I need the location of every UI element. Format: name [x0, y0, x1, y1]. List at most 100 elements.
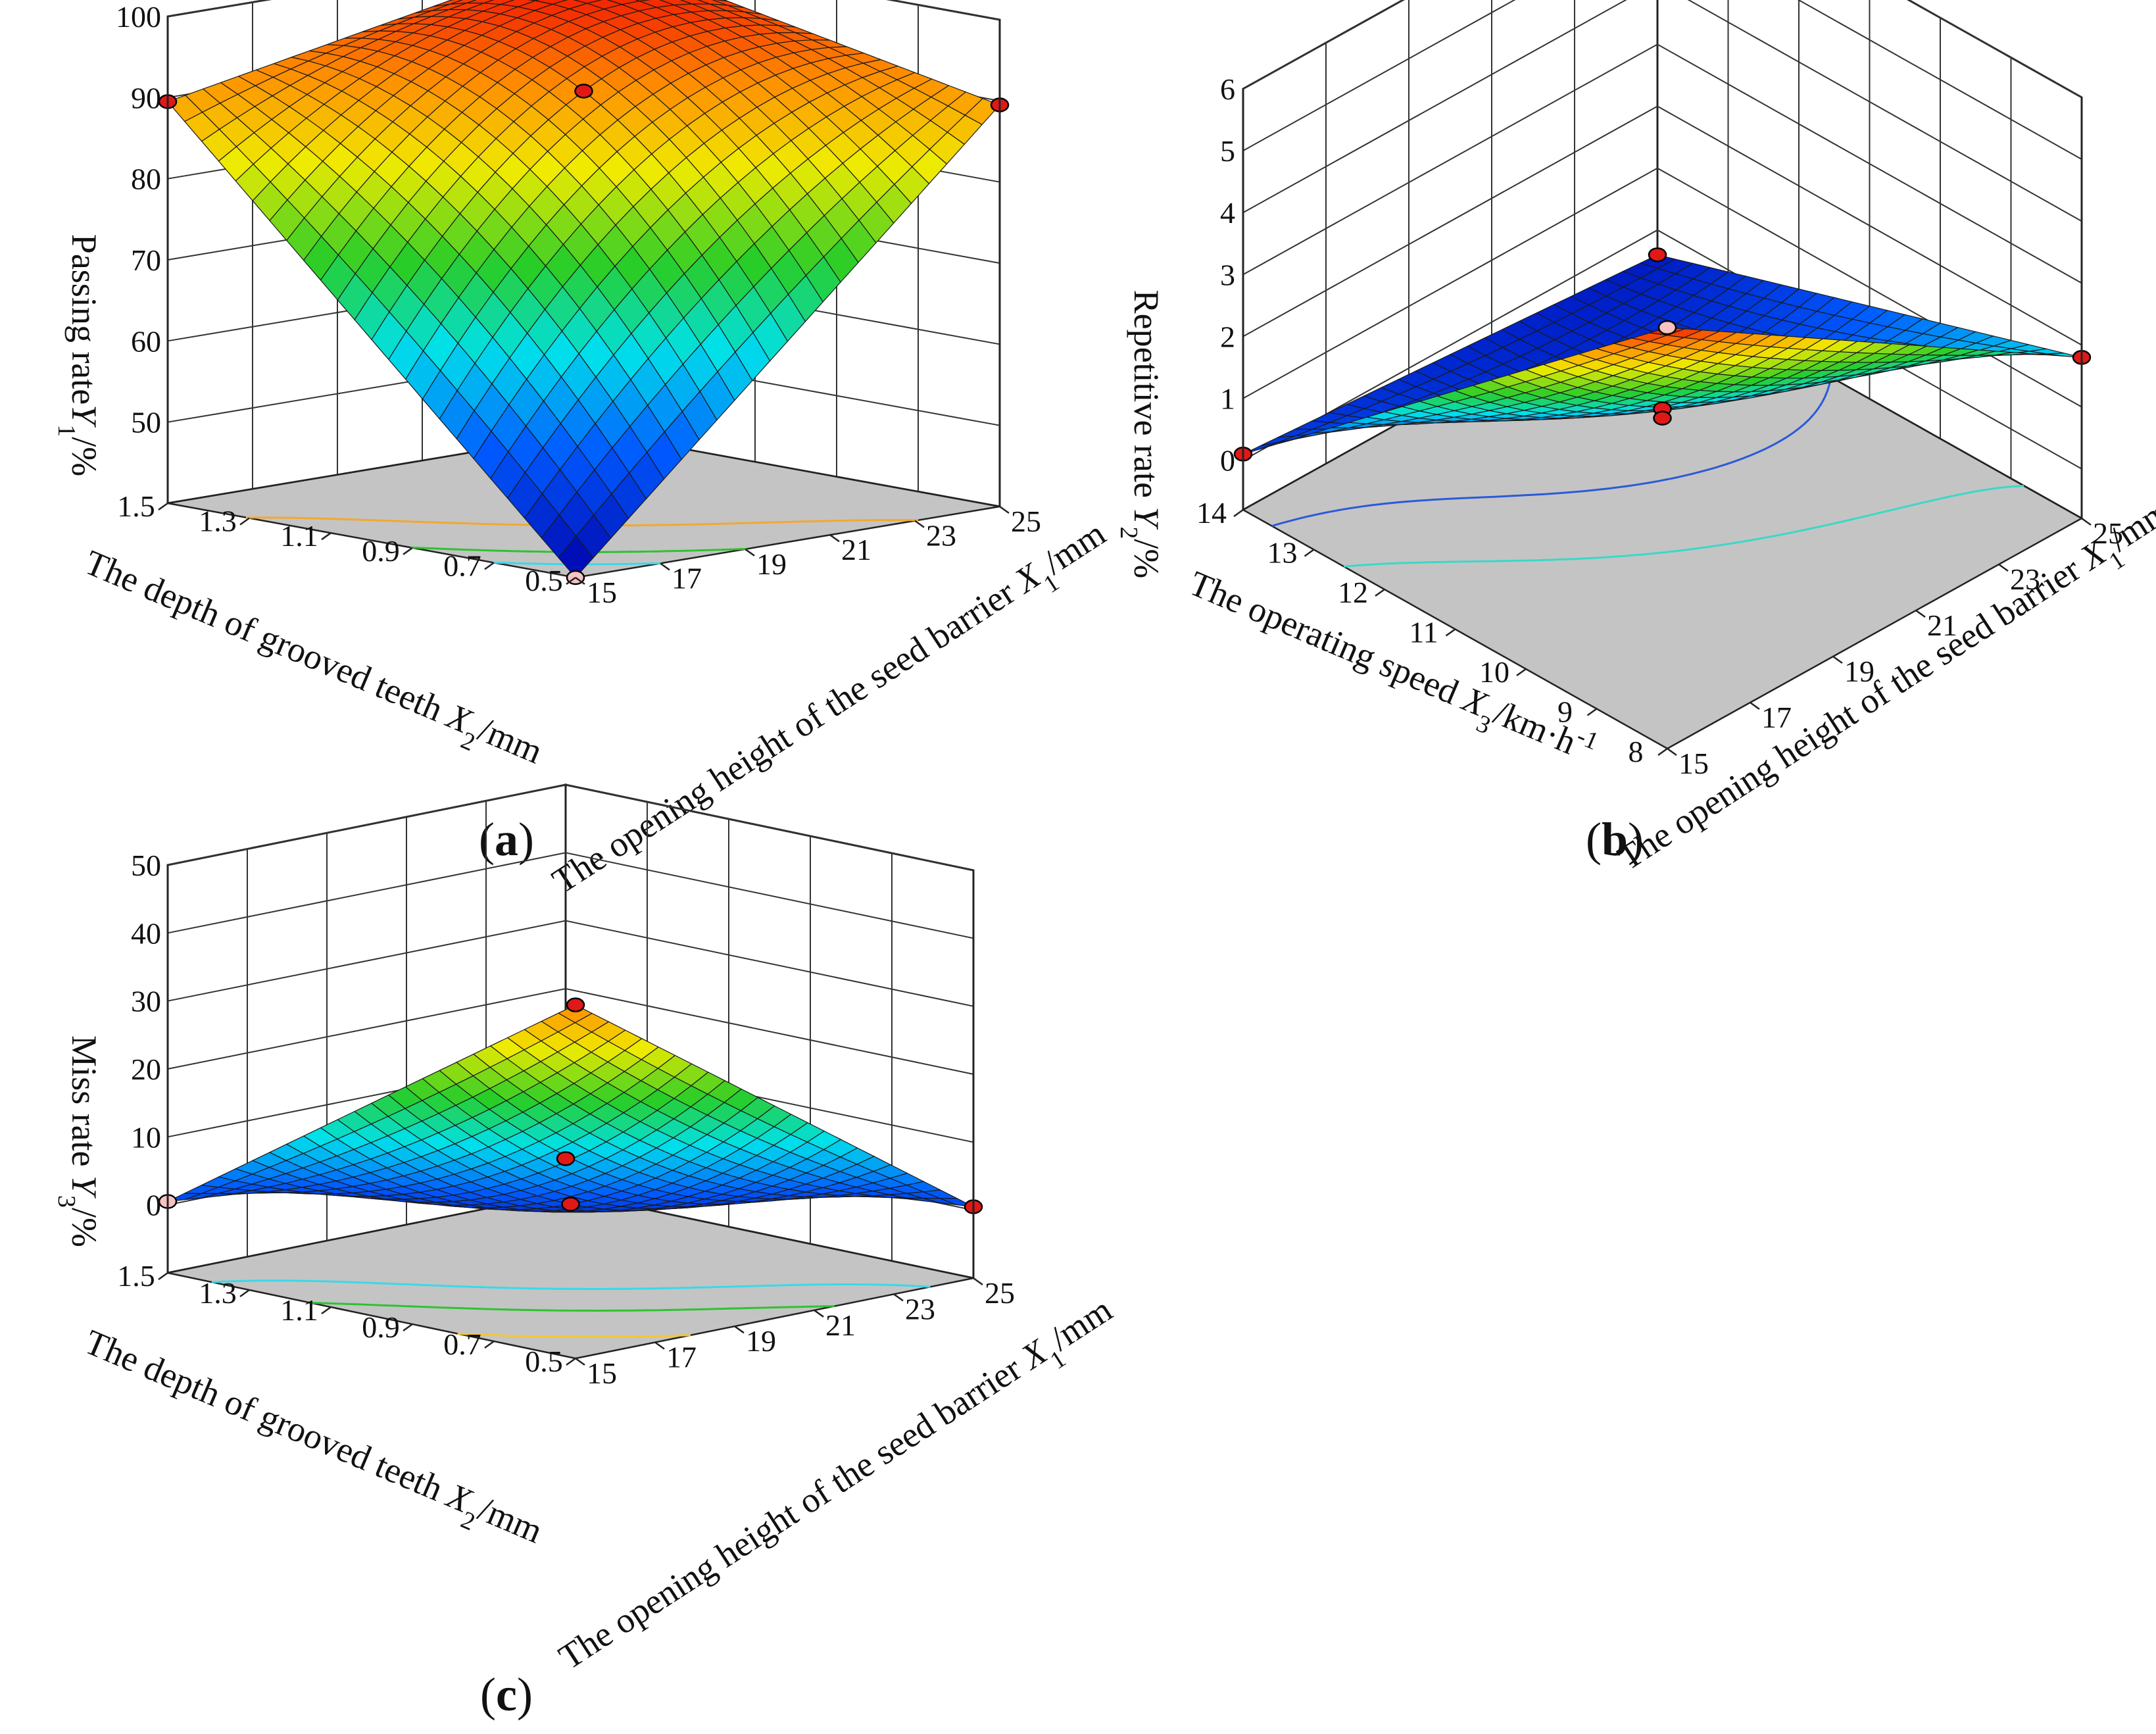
y-tick-mark	[1445, 628, 1456, 637]
floor-contour	[457, 1332, 691, 1338]
x-tick-label: 15	[1678, 747, 1709, 780]
y-tick-label: 12	[1338, 576, 1368, 609]
x-tick-mark	[734, 1325, 745, 1334]
z-tick-label: 1	[1220, 382, 1235, 416]
surface-plot-a: 15 17 19 21 23 25 0.5 0.7 0.9 1.1 1.3 1.5 50 60 70 80 90…	[53, 0, 1119, 910]
x-tick-mark	[914, 520, 925, 528]
x-tick-label: 19	[756, 547, 787, 581]
y-tick-mark	[484, 562, 495, 570]
x-tick-label: 17	[672, 561, 702, 595]
x-tick-label: 15	[587, 1356, 617, 1390]
x-tick-label: 21	[841, 533, 871, 566]
wall-gridline	[167, 987, 974, 1075]
y-tick-mark	[1657, 747, 1668, 756]
x-tick-label: 17	[666, 1341, 697, 1374]
x-tick-label: 21	[1927, 608, 1957, 642]
y-tick-label: 8	[1629, 735, 1644, 768]
wall-gridline	[1242, 229, 2082, 470]
y-tick-mark	[239, 1289, 250, 1298]
design-point	[566, 997, 585, 1012]
y-tick-label: 10	[1479, 655, 1509, 689]
x-axis-label: The opening height of the seed barrier X…	[552, 1289, 1125, 1687]
z-tick-label: 20	[131, 1053, 161, 1086]
y-tick-mark	[158, 502, 168, 511]
x-tick-label: 19	[1844, 655, 1874, 688]
y-tick-label: 11	[1409, 616, 1438, 649]
x-tick-mark	[999, 505, 1010, 514]
floor-contour	[1271, 377, 1832, 528]
y-tick-label: 1.1	[280, 519, 318, 553]
z-tick-label: 5	[1220, 134, 1235, 168]
wall-gridline	[167, 920, 974, 1007]
y-tick-mark	[484, 1340, 495, 1349]
floor-contour	[212, 1279, 931, 1290]
wall-gridline	[1242, 0, 2082, 222]
design-point	[561, 1197, 580, 1212]
panel-label: (b)	[1586, 813, 1644, 866]
x-tick-mark	[829, 534, 840, 543]
x-tick-label: 25	[985, 1276, 1015, 1310]
y-tick-mark	[158, 1272, 168, 1281]
design-point	[1648, 247, 1667, 262]
design-point	[556, 1151, 576, 1166]
y-tick-mark	[321, 1306, 331, 1315]
y-tick-label: 0.5	[525, 1345, 563, 1378]
design-point	[1653, 410, 1672, 426]
y-tick-mark	[566, 1357, 576, 1366]
x-tick-mark	[1915, 609, 1926, 618]
wall-gridline	[1242, 0, 2082, 160]
y-tick-label: 1.3	[199, 1276, 237, 1310]
z-tick-label: 50	[131, 849, 161, 882]
panel-label: (c)	[480, 1668, 533, 1721]
response-surface	[167, 1004, 974, 1213]
y-tick-label: 1.5	[117, 1259, 155, 1293]
z-axis-label: Passing rateY1/%	[53, 234, 104, 476]
z-tick-label: 4	[1220, 196, 1235, 230]
y-tick-mark	[1233, 508, 1244, 518]
x-tick-mark	[2081, 517, 2092, 526]
x-tick-mark	[575, 576, 585, 585]
x-tick-label: 25	[2093, 516, 2123, 550]
y-tick-mark	[403, 1323, 413, 1332]
wall-gridline	[1242, 105, 2082, 346]
surface-cell	[558, 1004, 593, 1024]
surface-plot-c: 15 17 19 21 23 25 0.5 0.7 0.9 1.1 1.3 1.5 0 10 20 30 40 5…	[53, 783, 1125, 1721]
z-tick-label: 90	[131, 81, 161, 114]
y-tick-mark	[1516, 668, 1527, 677]
surface-cell	[558, 535, 594, 578]
z-tick-label: 50	[131, 406, 161, 439]
y-tick-mark	[1586, 708, 1598, 716]
x-tick-label: 21	[825, 1308, 856, 1342]
floor-contour	[310, 1301, 835, 1312]
z-tick-label: 10	[131, 1120, 161, 1154]
y-tick-label: 14	[1196, 496, 1227, 530]
z-tick-label: 30	[131, 985, 161, 1018]
x-tick-mark	[814, 1309, 824, 1318]
panel-label: (a)	[479, 813, 534, 866]
x-tick-mark	[1750, 701, 1760, 710]
y-tick-label: 0.9	[362, 1310, 400, 1344]
y-tick-mark	[321, 532, 331, 541]
y-tick-mark	[403, 547, 413, 555]
y-tick-label: 0.5	[525, 564, 563, 597]
y-tick-label: 1.3	[199, 505, 237, 538]
y-tick-label: 13	[1267, 536, 1298, 570]
wall-gridline	[167, 852, 974, 939]
x-tick-mark	[973, 1277, 983, 1286]
z-tick-label: 0	[146, 1189, 161, 1222]
y-tick-label: 1.5	[117, 489, 155, 523]
x-axis-label: The opening height of the seed barrier X…	[545, 513, 1119, 910]
x-tick-mark	[893, 1293, 904, 1302]
x-tick-mark	[1832, 655, 1843, 664]
x-tick-mark	[1998, 563, 2009, 572]
y-tick-label: 0.7	[443, 549, 481, 582]
y-tick-label: 9	[1557, 695, 1573, 729]
z-tick-label: 60	[131, 324, 161, 358]
x-tick-label: 23	[905, 1292, 935, 1325]
design-point	[574, 84, 593, 99]
z-tick-label: 80	[131, 162, 161, 196]
x-tick-label: 25	[1011, 505, 1041, 538]
x-tick-mark	[745, 548, 755, 557]
